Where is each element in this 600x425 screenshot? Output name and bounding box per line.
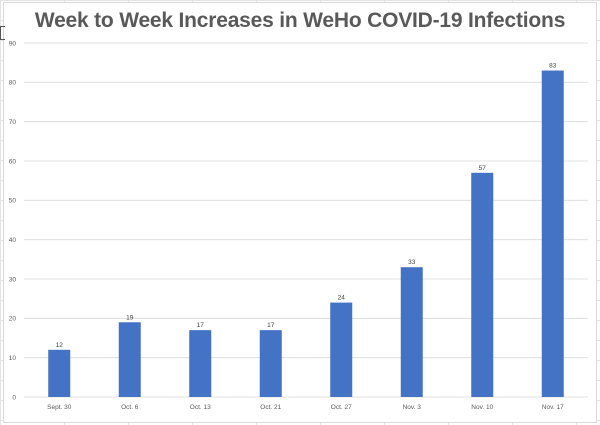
y-tick-label: 20 xyxy=(9,316,17,323)
data-label: 24 xyxy=(338,295,346,302)
chart-resize-handle[interactable] xyxy=(0,26,5,40)
x-category-label: Oct. 21 xyxy=(260,404,281,411)
y-tick-label: 70 xyxy=(9,119,17,126)
x-category-label: Oct. 6 xyxy=(121,404,139,411)
y-tick-label: 10 xyxy=(9,355,17,362)
bar xyxy=(541,70,564,398)
y-tick-label: 0 xyxy=(12,394,16,401)
bar xyxy=(118,322,141,397)
bar xyxy=(400,267,423,397)
data-label: 33 xyxy=(408,259,416,266)
y-tick-label: 30 xyxy=(9,276,17,283)
x-category-label: Nov. 17 xyxy=(542,404,564,411)
gridlines xyxy=(24,42,588,398)
y-tick-label: 40 xyxy=(9,237,17,244)
x-category-label: Nov. 10 xyxy=(471,404,493,411)
bar xyxy=(259,330,282,397)
y-axis-ticks: 0 10 20 30 40 50 60 70 80 90 xyxy=(9,40,17,401)
x-category-label: Oct. 27 xyxy=(331,404,352,411)
bar xyxy=(471,172,494,397)
bars xyxy=(48,70,564,398)
x-category-label: Oct. 13 xyxy=(190,404,211,411)
y-tick-label: 80 xyxy=(9,80,17,87)
x-category-label: Nov. 3 xyxy=(403,404,422,411)
x-category-label: Sept. 30 xyxy=(47,404,72,411)
chart-object[interactable] xyxy=(3,2,597,423)
bar xyxy=(189,330,212,397)
data-label: 19 xyxy=(126,314,134,321)
data-label: 17 xyxy=(267,322,275,329)
data-label: 57 xyxy=(479,165,487,172)
data-label: 17 xyxy=(197,322,205,329)
x-axis-categories: Sept. 30 Oct. 6 Oct. 13 Oct. 21 Oct. 27 Nov. … xyxy=(47,404,564,411)
bar xyxy=(48,349,71,397)
y-tick-label: 90 xyxy=(9,40,17,47)
y-tick-label: 50 xyxy=(9,198,17,205)
data-label: 12 xyxy=(56,342,64,349)
data-labels: 12 19 17 17 24 33 57 83 xyxy=(56,63,557,349)
chart-title: Week to Week Increases in WeHo COVID-19 … xyxy=(34,9,566,32)
data-label: 83 xyxy=(549,63,557,70)
bar xyxy=(330,302,353,397)
y-tick-label: 60 xyxy=(9,158,17,165)
